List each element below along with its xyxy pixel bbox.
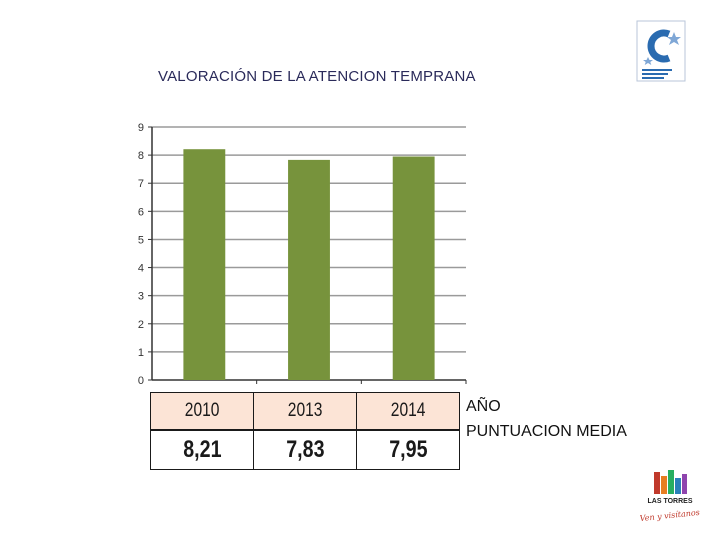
las-torres-logo: LAS TORRES Ven y visítanos xyxy=(640,470,700,523)
score-cell-2013: 7,83 xyxy=(253,429,357,470)
chart-title: VALORACIÓN DE LA ATENCION TEMPRANA xyxy=(158,68,476,85)
y-tick-label: 3 xyxy=(138,291,144,303)
y-tick-label: 6 xyxy=(138,206,144,218)
bar-2014 xyxy=(392,156,435,380)
logo-text: LAS TORRES xyxy=(648,498,693,505)
score-cell-2014: 7,95 xyxy=(356,429,460,470)
data-table: 2010 2013 2014 8,21 7,83 7,95 xyxy=(150,392,460,470)
y-tick-label: 8 xyxy=(138,150,144,162)
bars xyxy=(183,149,435,380)
y-tick-label: 7 xyxy=(138,178,144,190)
organization-logo xyxy=(636,20,686,82)
year-cell-2010: 2010 xyxy=(150,392,254,431)
y-tick-label: 2 xyxy=(138,319,144,331)
year-cell-2013: 2013 xyxy=(253,392,357,431)
y-tick-label: 9 xyxy=(138,122,144,134)
bar-2013 xyxy=(288,159,330,380)
row-label-year: AÑO xyxy=(466,398,501,415)
score-cell-2010: 8,21 xyxy=(150,429,254,470)
y-tick-label: 4 xyxy=(138,263,144,275)
y-axis: 0 1 2 3 4 5 6 7 8 9 xyxy=(138,122,467,387)
y-tick-label: 5 xyxy=(138,234,144,246)
y-tick-label: 0 xyxy=(138,375,144,387)
year-cell-2014: 2014 xyxy=(356,392,460,431)
row-label-score: PUNTUACION MEDIA xyxy=(466,423,627,440)
bar-2010 xyxy=(183,149,226,380)
logo-slogan: Ven y visítanos xyxy=(640,508,700,523)
y-tick-label: 1 xyxy=(138,347,144,359)
